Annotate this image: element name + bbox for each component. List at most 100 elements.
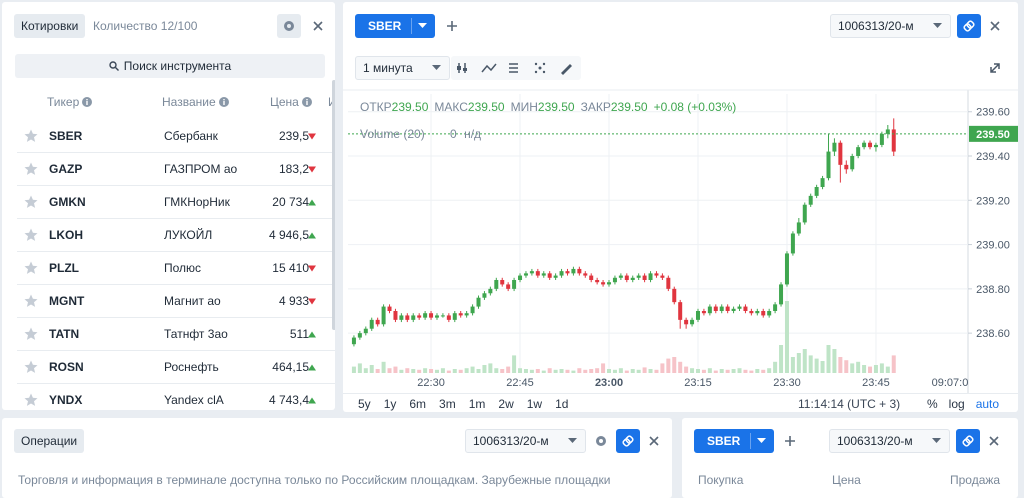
- candle-body: [458, 313, 463, 316]
- quote-row[interactable]: PLZL Полюс 15 410: [17, 252, 335, 285]
- favorite-icon[interactable]: [24, 327, 38, 341]
- quote-row[interactable]: GMKN ГМКНорНик 20 734: [17, 186, 335, 219]
- link-button[interactable]: [616, 429, 640, 453]
- range-button[interactable]: 5y: [358, 397, 371, 411]
- candle-body: [411, 315, 416, 320]
- x-axis-end-label: 09:07:0: [932, 377, 969, 389]
- account-select[interactable]: 1006313/20-м: [829, 429, 950, 453]
- favorite-icon[interactable]: [24, 228, 38, 242]
- volume-bar: [393, 366, 398, 373]
- account-label: 1006313/20-м: [473, 434, 549, 448]
- ticker-button[interactable]: SBER: [694, 429, 774, 453]
- candle-body: [873, 144, 878, 148]
- volume-bar: [826, 345, 831, 373]
- candle-body: [351, 337, 356, 345]
- volume-bar: [725, 369, 730, 373]
- scale-option[interactable]: auto: [975, 397, 1000, 411]
- candle-body: [761, 311, 766, 316]
- volume-bar: [512, 355, 517, 373]
- volume-bar: [707, 368, 712, 373]
- candle-body: [802, 204, 807, 223]
- volume-bar: [446, 370, 451, 373]
- quote-row[interactable]: TATN Татнфт 3ао 511: [17, 318, 335, 351]
- range-button[interactable]: 1y: [383, 397, 397, 411]
- close-button[interactable]: [306, 14, 330, 38]
- close-button[interactable]: [642, 429, 666, 453]
- ticker: GAZP: [49, 162, 83, 176]
- candle-body: [565, 271, 570, 274]
- range-button[interactable]: 1m: [468, 397, 486, 411]
- candle-body: [856, 147, 861, 156]
- favorite-icon[interactable]: [24, 129, 38, 143]
- candle-body: [417, 315, 422, 318]
- ticker: MGNT: [49, 294, 85, 308]
- volume-legend-unit: н/д: [464, 127, 482, 141]
- volume-bar: [695, 369, 700, 373]
- close-button[interactable]: [982, 429, 1006, 453]
- scale-option[interactable]: %: [927, 397, 938, 411]
- volume-bar: [654, 369, 659, 373]
- scale-option[interactable]: log: [948, 397, 965, 411]
- quote-row[interactable]: SBER Сбербанк 239,5: [17, 120, 335, 153]
- column-header[interactable]: И: [328, 95, 335, 109]
- info-icon: [218, 97, 229, 107]
- volume-bar: [690, 368, 695, 373]
- close-button[interactable]: [983, 14, 1007, 38]
- info-icon: [301, 97, 312, 107]
- volume-bar: [589, 369, 594, 373]
- quote-row[interactable]: YNDX Yandex clA 4 743,4: [17, 384, 335, 410]
- volume-bar: [351, 366, 356, 373]
- expand-button[interactable]: [983, 56, 1007, 80]
- column-header[interactable]: Название: [162, 95, 229, 109]
- range-button[interactable]: 2w: [498, 397, 514, 411]
- quote-row[interactable]: GAZP ГАЗПРОМ ао 183,2: [17, 153, 335, 186]
- search-box[interactable]: Поиск инструмента: [15, 54, 325, 78]
- account-select[interactable]: 1006313/20-м: [465, 429, 586, 453]
- price: 4 933: [278, 294, 309, 308]
- x-tick-label: 23:00: [595, 377, 623, 389]
- interval-select[interactable]: 1 минута: [355, 56, 450, 80]
- chart-tools[interactable]: [451, 56, 581, 80]
- legend-value: 239.50: [537, 100, 575, 114]
- range-button[interactable]: 1d: [555, 397, 569, 411]
- favorite-icon[interactable]: [24, 393, 38, 407]
- settings-button[interactable]: [277, 14, 301, 38]
- dropdown-icon: [757, 438, 766, 443]
- column-header[interactable]: Цена: [270, 95, 312, 109]
- candle-body: [529, 271, 534, 274]
- link-button[interactable]: [957, 14, 981, 38]
- scrollbar[interactable]: [332, 80, 335, 330]
- favorite-icon[interactable]: [24, 162, 38, 176]
- x-tick-label: 22:30: [417, 377, 445, 389]
- volume-bar: [523, 369, 528, 373]
- column-header[interactable]: Тикер: [47, 95, 93, 109]
- range-button[interactable]: 6m: [409, 397, 427, 411]
- candle-body: [589, 275, 594, 280]
- dropdown-icon: [418, 23, 427, 28]
- add-button[interactable]: [440, 14, 464, 38]
- range-button[interactable]: 3m: [439, 397, 456, 411]
- candle-body: [446, 315, 451, 320]
- favorite-icon[interactable]: [24, 195, 38, 209]
- candle-body: [452, 313, 457, 320]
- ticker-button[interactable]: SBER: [355, 14, 435, 38]
- link-button[interactable]: [956, 429, 980, 453]
- favorite-icon[interactable]: [24, 294, 38, 308]
- trend-arrow: [308, 199, 316, 206]
- candle-body: [559, 271, 564, 276]
- favorite-icon[interactable]: [24, 360, 38, 374]
- range-button[interactable]: 1w: [526, 397, 543, 411]
- quote-row[interactable]: ROSN Роснефть 464,15: [17, 351, 335, 384]
- settings-button[interactable]: [589, 429, 613, 453]
- quote-row[interactable]: MGNT Магнит ао 4 933: [17, 285, 335, 318]
- operations-tab[interactable]: Операции: [14, 429, 85, 453]
- legend-value: 239.50: [610, 100, 648, 114]
- add-button[interactable]: [778, 429, 802, 453]
- account-select[interactable]: 1006313/20-м: [830, 14, 951, 38]
- volume-bar: [642, 367, 647, 373]
- volume-bar: [387, 368, 392, 373]
- candle-body: [660, 275, 665, 278]
- quote-row[interactable]: LKOH ЛУКОЙЛ 4 946,5: [17, 219, 335, 252]
- quotes-tab[interactable]: Котировки: [14, 14, 86, 38]
- favorite-icon[interactable]: [24, 261, 38, 275]
